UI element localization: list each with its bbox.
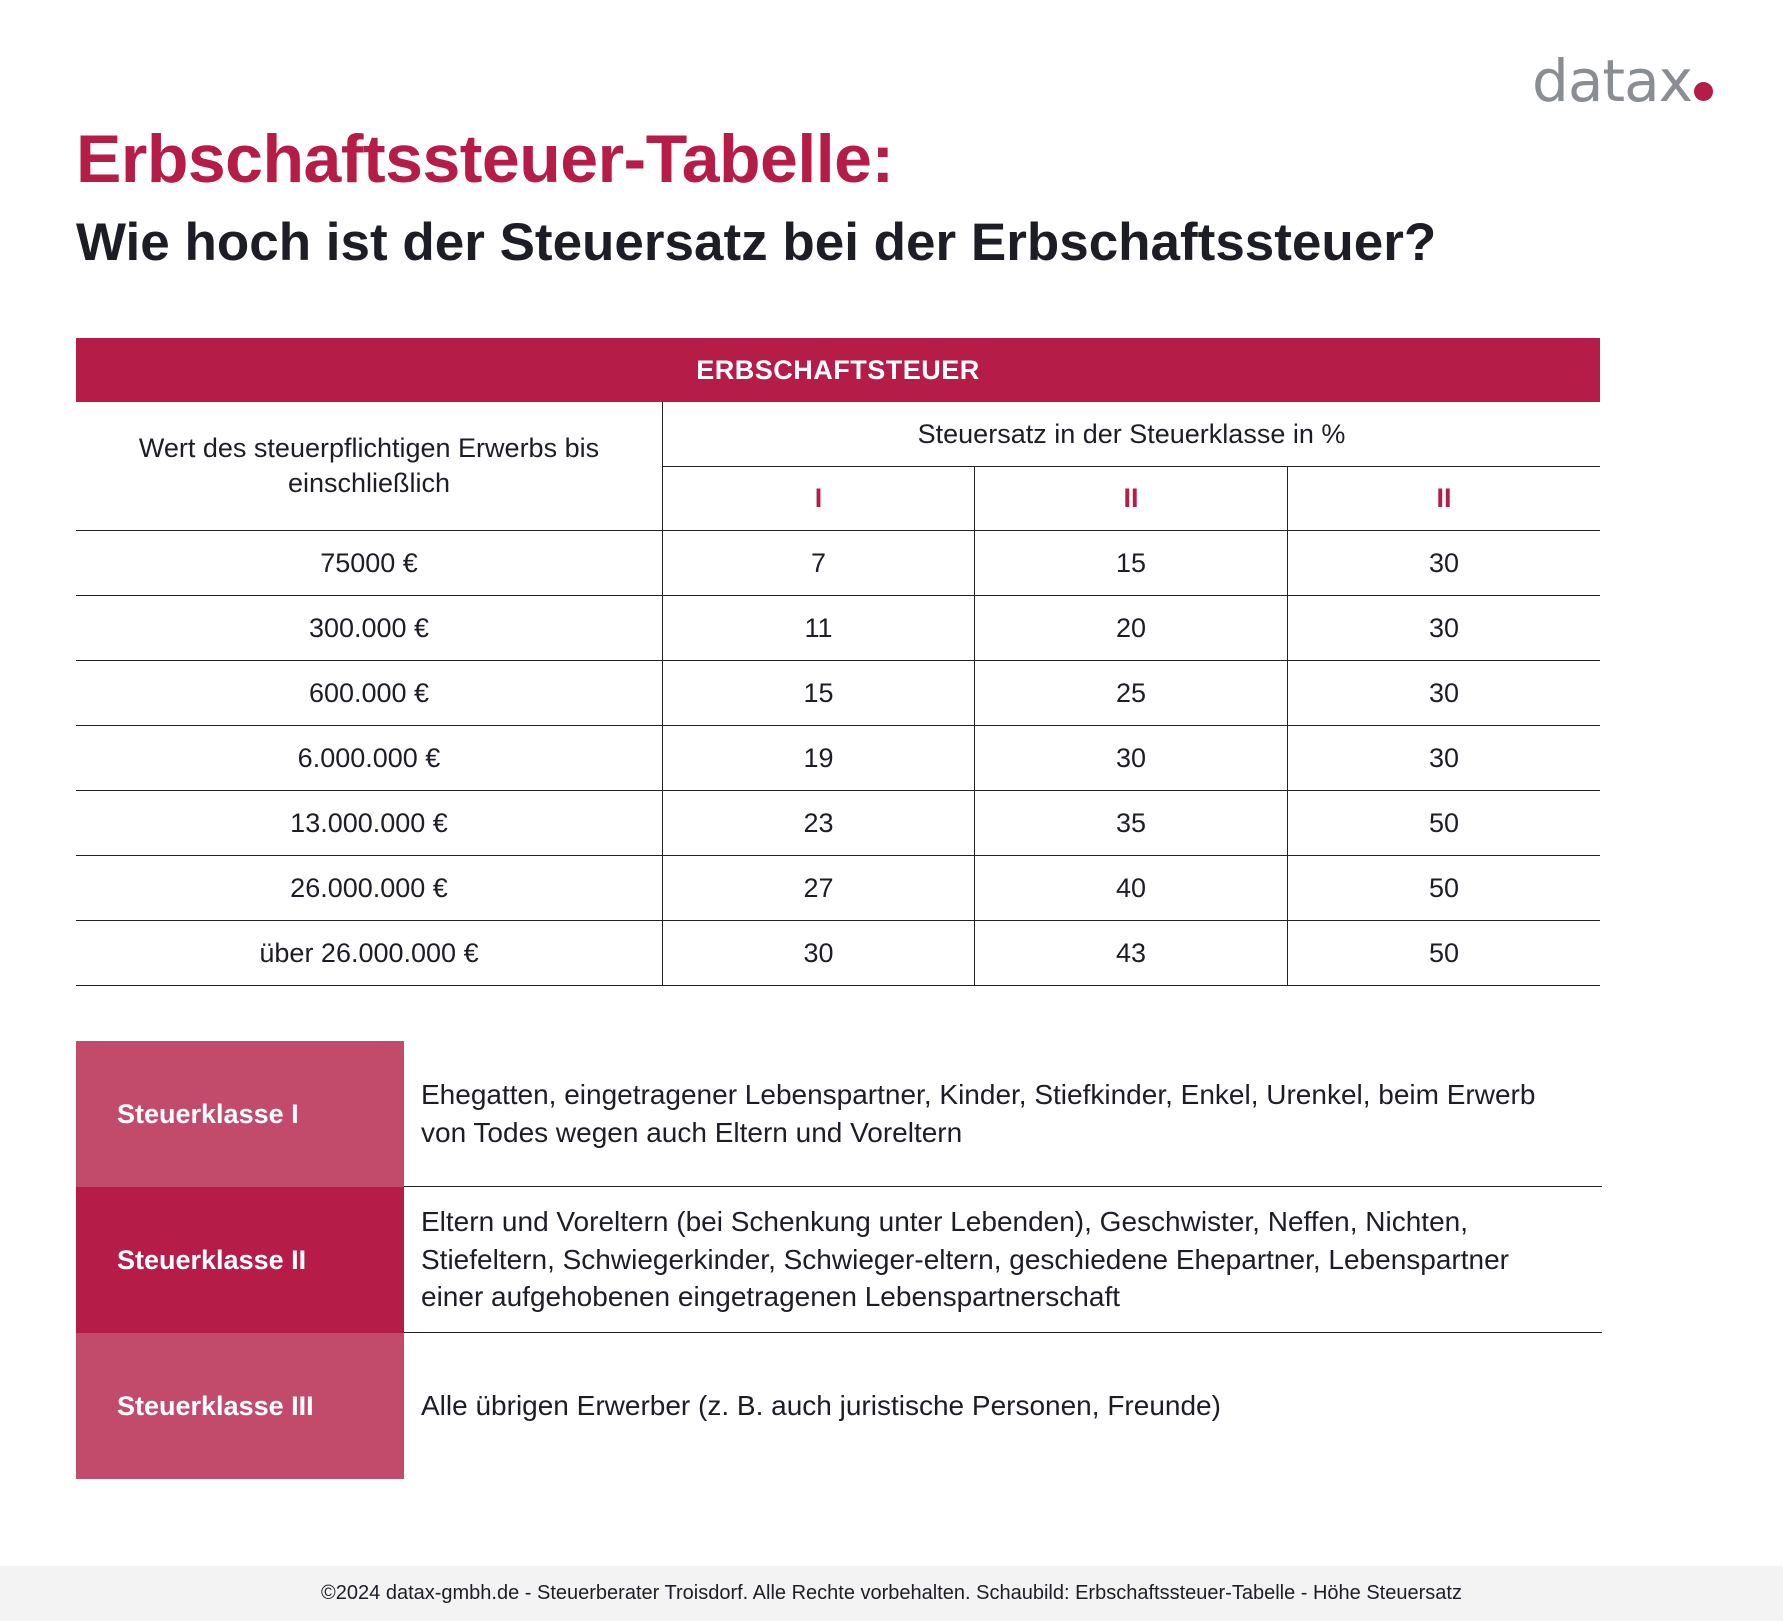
class-label-1: Steuerklasse I [76, 1041, 404, 1187]
row-5-rate-1: 23 [663, 791, 975, 856]
tax-rate-table: ERBSCHAFTSTEUER Wert des steuerpflichtig… [76, 338, 1600, 986]
row-1-rate-2: 15 [975, 531, 1288, 596]
row-7-rate-3: 50 [1288, 921, 1600, 986]
logo-dot-icon [1694, 82, 1713, 101]
logo-wordmark: datax [1532, 47, 1693, 115]
row-2-value: 300.000 € [76, 596, 663, 661]
class-row-3: Steuerklasse III Alle übrigen Erwerber (… [76, 1333, 1602, 1479]
row-4-rate-3: 30 [1288, 726, 1600, 791]
class-description-3: Alle übrigen Erwerber (z. B. auch jurist… [421, 1390, 1221, 1422]
row-2-rate-1: 11 [663, 596, 975, 661]
page-subtitle: Wie hoch ist der Steuersatz bei der Erbs… [76, 213, 1437, 272]
table-grid: Wert des steuerpflichtigen Erwerbs bis e… [76, 402, 1600, 986]
row-5-rate-3: 50 [1288, 791, 1600, 856]
row-6-rate-3: 50 [1288, 856, 1600, 921]
row-1-rate-1: 7 [663, 531, 975, 596]
class-description-2: Eltern und Voreltern (bei Schenkung unte… [404, 1187, 1602, 1333]
row-4-value: 6.000.000 € [76, 726, 663, 791]
row-2-rate-3: 30 [1288, 596, 1600, 661]
datax-logo: datax [1532, 52, 1713, 110]
row-7-rate-2: 43 [975, 921, 1288, 986]
row-3-value: 600.000 € [76, 661, 663, 726]
row-7-rate-1: 30 [663, 921, 975, 986]
row-3-rate-1: 15 [663, 661, 975, 726]
class-header-1: I [663, 467, 975, 531]
row-1-rate-3: 30 [1288, 531, 1600, 596]
class-label-2: Steuerklasse II [76, 1187, 404, 1333]
class-header-3: II [1288, 467, 1600, 531]
class-row-1: Steuerklasse I Ehegatten, eingetragener … [76, 1041, 1602, 1187]
class-header-2: II [975, 467, 1288, 531]
table-banner: ERBSCHAFTSTEUER [76, 338, 1600, 402]
row-5-value: 13.000.000 € [76, 791, 663, 856]
row-1-value: 75000 € [76, 531, 663, 596]
class-row-2: Steuerklasse II Eltern und Voreltern (be… [76, 1187, 1602, 1333]
row-3-rate-2: 25 [975, 661, 1288, 726]
row-4-rate-1: 19 [663, 726, 975, 791]
footer-copyright: ©2024 datax-gmbh.de - Steuerberater Troi… [0, 1566, 1783, 1621]
tax-class-legend: Steuerklasse I Ehegatten, eingetragener … [76, 1041, 1602, 1479]
row-6-value: 26.000.000 € [76, 856, 663, 921]
row-7-value: über 26.000.000 € [76, 921, 663, 986]
class-description-1: Ehegatten, eingetragener Lebenspartner, … [404, 1041, 1602, 1187]
row-2-rate-2: 20 [975, 596, 1288, 661]
row-5-rate-2: 35 [975, 791, 1288, 856]
row-3-rate-3: 30 [1288, 661, 1600, 726]
class-label-3: Steuerklasse III [76, 1333, 404, 1479]
row-4-rate-2: 30 [975, 726, 1288, 791]
page-title: Erbschaftssteuer-Tabelle: [76, 121, 894, 197]
row-6-rate-2: 40 [975, 856, 1288, 921]
rate-column-header: Steuersatz in der Steuerklasse in % [663, 402, 1600, 467]
value-column-header: Wert des steuerpflichtigen Erwerbs bis e… [76, 402, 663, 531]
row-6-rate-1: 27 [663, 856, 975, 921]
